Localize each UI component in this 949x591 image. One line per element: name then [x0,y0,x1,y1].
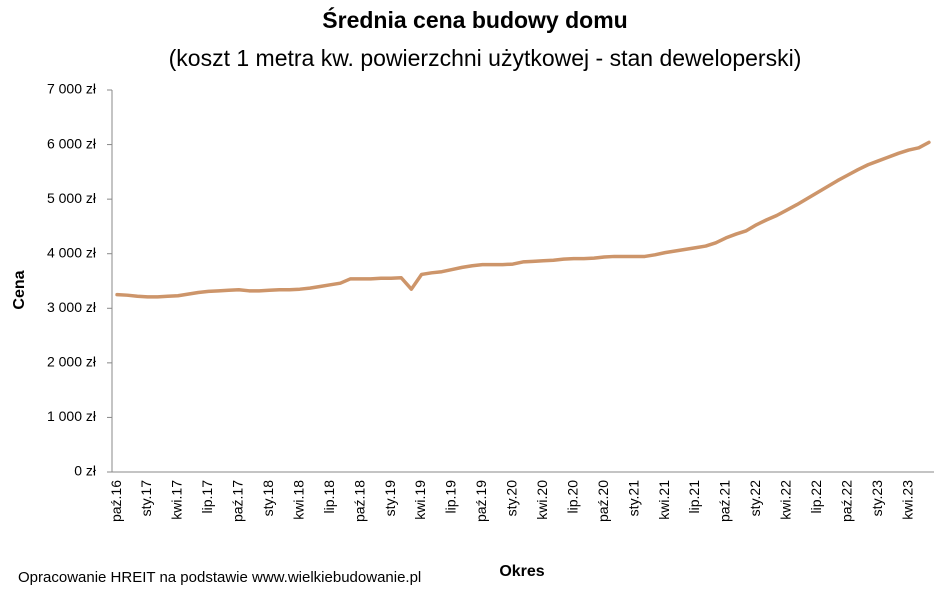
x-tick-label: paź.19 [473,480,489,522]
x-axis-label: Okres [499,563,544,580]
chart-title: Średnia cena budowy domu [322,6,627,33]
x-tick-label: lip.18 [321,480,337,514]
x-tick-label: kwi.23 [899,480,915,520]
x-tick-label: lip.20 [564,480,580,514]
y-tick-label: 6 000 zł [47,135,97,151]
x-tick-label: sty.17 [138,480,154,517]
data-line [115,140,931,299]
x-tick-label: kwi.18 [290,480,306,520]
source-note: Opracowanie HREIT na podstawie www.wielk… [18,569,421,586]
x-tick-label: kwi.22 [778,480,794,520]
x-tick-label: lip.21 [686,480,702,514]
x-tick-label: lip.17 [199,480,215,514]
x-tick-label: paź.16 [108,480,124,522]
y-tick-label: 2 000 zł [47,354,97,370]
y-tick-label: 7 000 zł [47,81,97,97]
y-axis-label: Cena [11,270,28,309]
x-tick-label: lip.19 [443,480,459,514]
x-tick-label: sty.18 [260,480,276,517]
x-tick-label: kwi.19 [412,480,428,520]
x-tick-label: sty.19 [382,480,398,517]
y-tick-label: 3 000 zł [47,299,97,315]
x-tick-label: sty.22 [747,480,763,517]
x-tick-label: paź.20 [595,480,611,522]
x-tick-label: kwi.17 [169,480,185,520]
x-tick-label: sty.21 [625,480,641,517]
x-tick-label: kwi.20 [534,480,550,520]
x-tick-label: paź.22 [838,480,854,522]
x-tick-label: lip.22 [808,480,824,514]
x-tick-label: paź.21 [717,480,733,522]
x-tick-label: sty.23 [869,480,885,517]
y-tick-label: 1 000 zł [47,408,97,424]
y-tick-label: 5 000 zł [47,190,97,206]
x-tick-label: paź.17 [230,480,246,522]
chart-subtitle: (koszt 1 metra kw. powierzchni użytkowej… [169,45,802,71]
y-tick-label: 4 000 zł [47,244,97,260]
x-tick-label: kwi.21 [656,480,672,520]
x-tick-label: sty.20 [504,480,520,517]
y-tick-label: 0 zł [74,463,97,479]
x-tick-label: paź.18 [351,480,367,522]
